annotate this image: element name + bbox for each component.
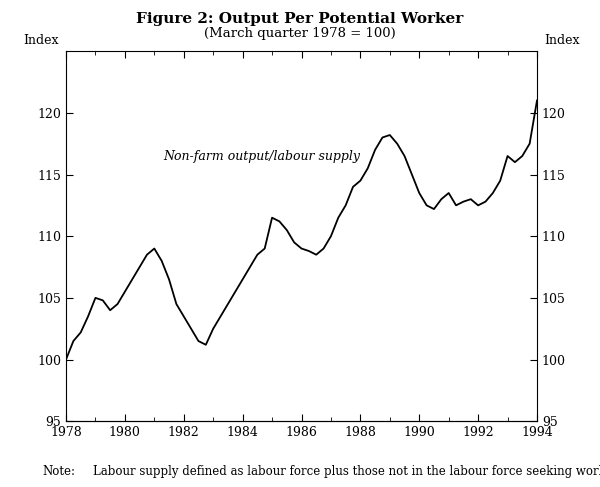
Text: Non-farm output/labour supply: Non-farm output/labour supply <box>163 150 360 163</box>
Text: Labour supply defined as labour force plus those not in the labour force seeking: Labour supply defined as labour force pl… <box>93 465 600 478</box>
Text: Figure 2: Output Per Potential Worker: Figure 2: Output Per Potential Worker <box>136 12 464 26</box>
Text: Index: Index <box>544 35 580 47</box>
Text: (March quarter 1978 = 100): (March quarter 1978 = 100) <box>204 27 396 40</box>
Text: Note:: Note: <box>42 465 75 478</box>
Text: Index: Index <box>23 35 59 47</box>
